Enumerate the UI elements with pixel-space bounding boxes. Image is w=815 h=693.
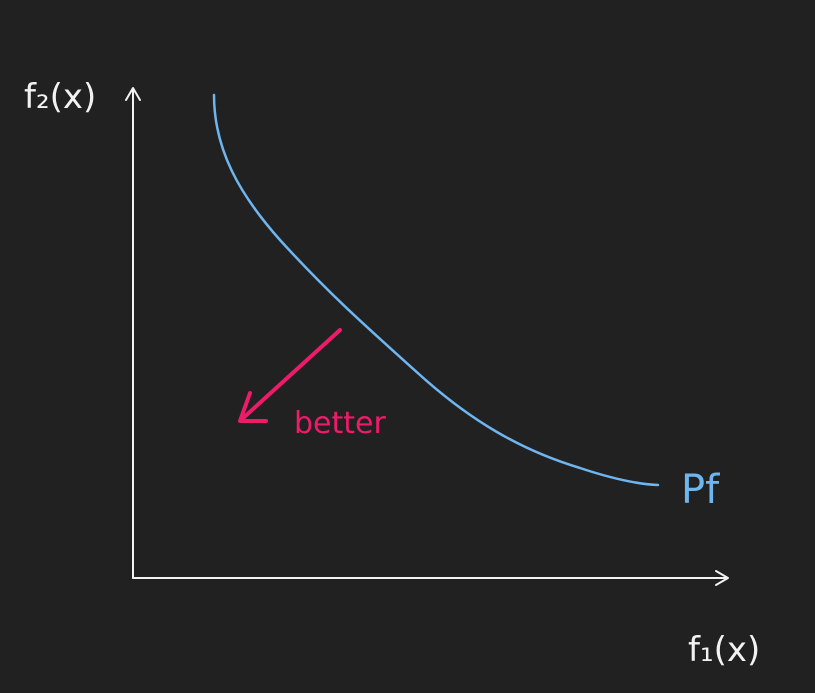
better-arrow-head [238, 391, 268, 423]
better-arrow-shaft [239, 328, 342, 422]
y-axis [125, 87, 141, 579]
y-axis-label: f₂(x) [24, 77, 96, 117]
pareto-front-curve [212, 93, 660, 487]
y-axis-arrowhead [125, 87, 141, 101]
x-axis-arrowhead [715, 570, 729, 586]
direction-label: better [294, 406, 386, 441]
better-arrow [238, 328, 342, 423]
front-label: Pf [681, 467, 720, 513]
x-axis-label: f₁(x) [688, 630, 760, 670]
x-axis [132, 570, 729, 586]
